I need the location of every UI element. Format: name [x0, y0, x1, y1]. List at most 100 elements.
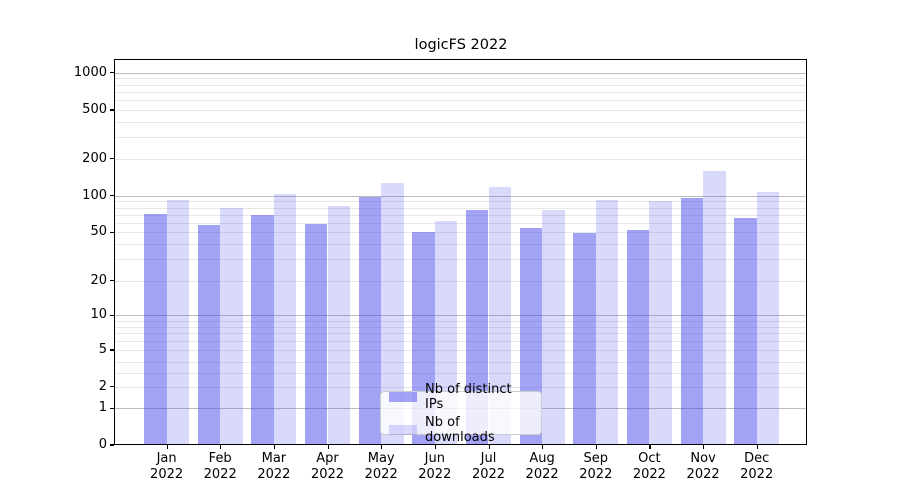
gridline-minor-600 [115, 100, 807, 102]
x-tick-mark-apr [327, 445, 329, 449]
gridline-major-10 [115, 315, 807, 317]
gridline-minor-800 [115, 84, 807, 86]
x-tick-label-may: May 2022 [364, 451, 398, 482]
y-tick-label-0: 0 [98, 437, 107, 452]
y-tick-mark-0 [110, 444, 114, 446]
x-tick-mark-oct [649, 445, 651, 449]
y-tick-label-20: 20 [90, 272, 107, 288]
x-tick-label-mar: Mar 2022 [257, 451, 291, 482]
x-tick-label-dec: Dec 2022 [740, 451, 774, 482]
bar-mar-downloads [273, 194, 297, 445]
chart-title: logicFS 2022 [414, 37, 508, 53]
bar-oct-distinct-ips [626, 230, 650, 445]
gridline-minor-9 [115, 320, 807, 322]
y-tick-mark-200 [110, 157, 114, 160]
bar-may-downloads [381, 183, 404, 445]
x-tick-label-apr: Apr 2022 [310, 451, 345, 482]
bar-dec-downloads [756, 191, 780, 445]
y-tick-mark-500 [110, 109, 114, 111]
bar-apr-downloads [327, 206, 351, 445]
legend-label-distinct-ips: Nb of distinct IPs [425, 381, 512, 412]
bar-jul-distinct-ips [465, 210, 489, 445]
x-tick-mark-jan [166, 445, 168, 449]
y-tick-mark-2 [110, 386, 114, 388]
gridline-minor-30 [115, 259, 807, 261]
bar-oct-downloads [649, 200, 672, 445]
bar-feb-distinct-ips [197, 224, 221, 445]
bar-aug-downloads [542, 210, 565, 445]
legend-row-distinct-ips: Nb of distinct IPs [389, 382, 533, 412]
x-tick-mark-dec [756, 445, 758, 449]
gridline-minor-60 [115, 222, 807, 224]
gridline-minor-7 [115, 333, 807, 335]
y-tick-label-50: 50 [90, 224, 107, 240]
gridline-minor-200 [115, 158, 807, 160]
y-tick-mark-50 [110, 231, 114, 233]
legend-label-downloads: Nb of downloads [425, 414, 495, 445]
x-tick-label-sep: Sep 2022 [579, 451, 613, 482]
x-tick-mark-mar [273, 445, 276, 449]
y-tick-label-1000: 1000 [73, 64, 107, 80]
x-tick-mark-jul [488, 445, 490, 449]
x-tick-mark-feb [220, 445, 222, 449]
gridline-minor-70 [115, 214, 807, 216]
y-tick-label-2: 2 [98, 378, 107, 394]
y-tick-mark-20 [110, 280, 114, 282]
gridline-minor-40 [115, 244, 807, 246]
x-tick-label-feb: Feb 2022 [203, 451, 237, 482]
gridline-minor-2 [115, 386, 807, 388]
gridline-minor-4 [115, 361, 807, 363]
y-tick-label-5: 5 [98, 342, 107, 357]
y-tick-mark-1000 [110, 71, 114, 74]
gridline-minor-90 [115, 201, 807, 203]
x-tick-label-nov: Nov 2022 [686, 451, 720, 482]
gridline-minor-20 [115, 280, 807, 282]
gridline-minor-900 [115, 78, 807, 80]
x-tick-mark-nov [703, 445, 705, 449]
gridline-minor-500 [115, 110, 807, 111]
gridline-minor-50 [115, 232, 807, 234]
gridline-minor-80 [115, 207, 807, 209]
y-tick-label-500: 500 [82, 102, 107, 117]
x-tick-label-oct: Oct 2022 [632, 451, 666, 482]
gridline-minor-6 [115, 340, 807, 342]
legend-row-downloads: Nb of downloads [389, 415, 533, 445]
bar-sep-distinct-ips [573, 233, 596, 445]
bar-nov-downloads [703, 170, 726, 445]
x-tick-mark-may [381, 445, 383, 449]
gridline-minor-400 [115, 121, 807, 123]
gridline-minor-5 [115, 350, 807, 351]
y-tick-label-100: 100 [82, 187, 107, 203]
bar-nov-distinct-ips [680, 197, 704, 445]
gridline-major-1000 [115, 72, 807, 74]
bar-mar-distinct-ips [251, 214, 274, 445]
x-tick-mark-jun [434, 445, 436, 449]
y-tick-label-10: 10 [90, 307, 107, 323]
legend-swatch-downloads [389, 424, 417, 435]
bar-aug-distinct-ips [519, 228, 543, 445]
bar-dec-distinct-ips [734, 218, 757, 445]
x-tick-mark-aug [542, 445, 544, 449]
legend-swatch-distinct-ips [389, 391, 417, 402]
gridline-major-100 [115, 195, 807, 197]
bar-jan-distinct-ips [144, 213, 167, 445]
y-tick-mark-100 [110, 195, 114, 197]
y-tick-label-1: 1 [98, 400, 107, 416]
gridline-minor-300 [115, 137, 807, 138]
bar-jun-downloads [434, 220, 458, 445]
x-tick-label-jun: Jun 2022 [418, 451, 452, 482]
x-tick-mark-sep [595, 445, 597, 449]
bar-sep-downloads [595, 200, 619, 445]
x-tick-label-jan: Jan 2022 [150, 451, 184, 482]
bar-apr-distinct-ips [304, 223, 328, 445]
legend: Nb of distinct IPs Nb of downloads [380, 382, 542, 445]
bar-may-distinct-ips [358, 196, 382, 445]
gridline-minor-3 [115, 372, 807, 374]
gridline-minor-8 [115, 326, 807, 328]
bar-feb-downloads [220, 208, 243, 445]
y-tick-mark-5 [110, 349, 114, 351]
x-tick-label-aug: Aug 2022 [525, 451, 559, 482]
gridline-minor-700 [115, 91, 807, 93]
bar-jan-downloads [166, 199, 190, 445]
